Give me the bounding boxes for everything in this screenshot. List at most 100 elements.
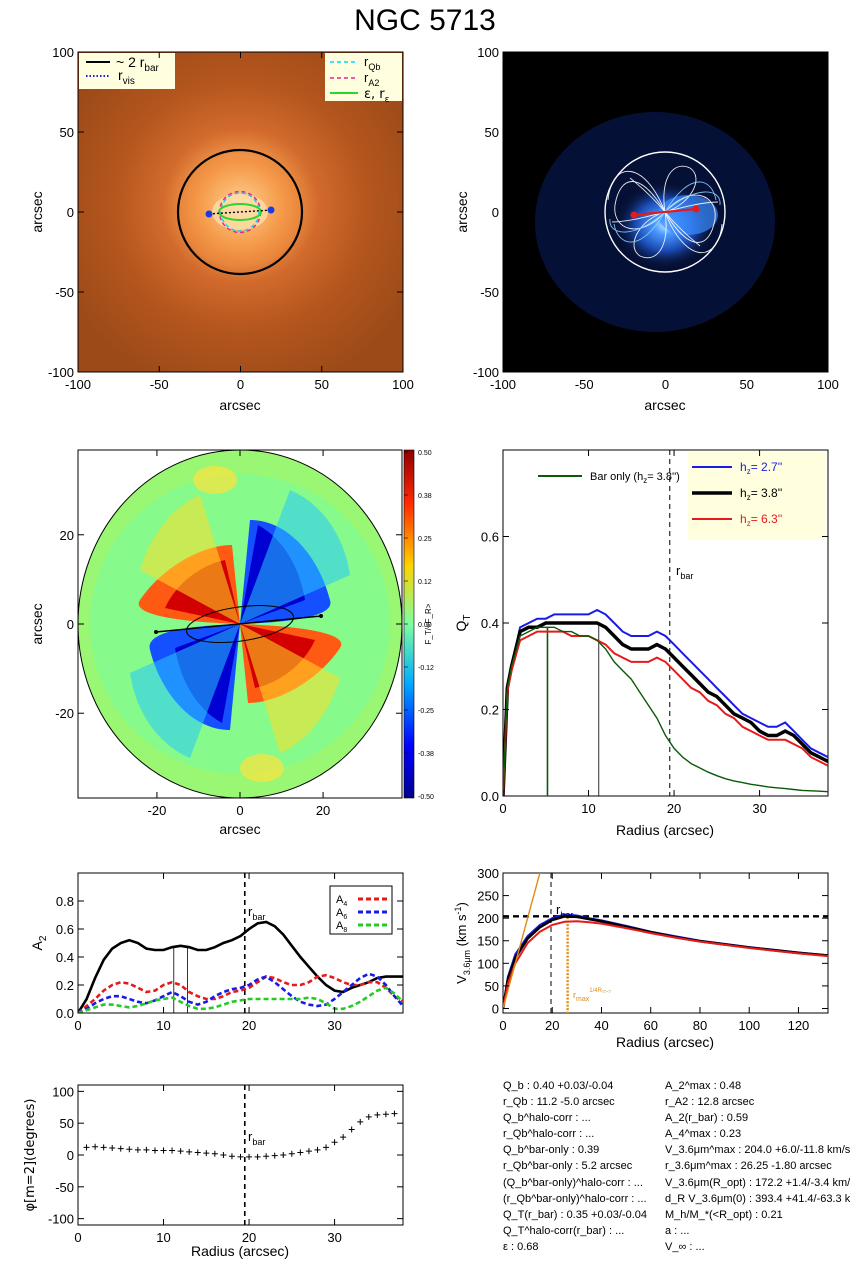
param-qb-halocorr: Q_b^halo-corr : ... (503, 1112, 591, 1125)
y-tick-label: 0 (492, 1001, 499, 1016)
phi-point (126, 1146, 133, 1153)
legend-2rbar-label: ~ 2 rbar (116, 54, 160, 74)
circle-2rbar (176, 148, 304, 276)
qt-panel: hz= 2.7''hz= 3.8''hz= 6.3'' Bar only (hz… (502, 449, 829, 797)
x-tick-label: -100 (65, 377, 91, 392)
phi-point (323, 1144, 330, 1151)
torque-contours (607, 165, 723, 259)
qt-series-1 (503, 621, 828, 796)
phi-point (254, 1153, 261, 1160)
x-tick-label: 0 (499, 1018, 506, 1033)
param-v-ropt: V_3.6μm(R_opt) : 172.2 +1.4/-3.4 km/s (665, 1176, 850, 1189)
colorbar-tick-label: -0.38 (418, 751, 434, 758)
phi-point (365, 1113, 372, 1120)
x-tick-label: 80 (693, 1018, 707, 1033)
phi-point (348, 1126, 355, 1133)
qt-legend-baronly-label: Bar only (hz= 3.8'') (590, 471, 680, 485)
colorbar-ticks: 0.50 0.38 0.25 0.12 0.00 -0.12 -0.25 -0.38 -0.50 (404, 450, 434, 801)
x-tick-label: 0 (237, 377, 244, 392)
y-tick-label: 150 (477, 934, 499, 949)
phi-point (117, 1145, 124, 1152)
image-left-xlabel: arcsec (219, 397, 260, 413)
image-left-ylabel: arcsec (29, 191, 45, 232)
y-tick-label: 0 (492, 205, 499, 220)
param-a4max: A_4^max : 0.23 (665, 1128, 742, 1141)
y-tick-label: 0.4 (56, 950, 74, 965)
a2-rbar-label: rbar (248, 904, 265, 922)
param-qb: Q_b : 0.40 +0.03/-0.04 (503, 1080, 614, 1092)
y-tick-label: 50 (60, 125, 74, 140)
bar-end-left-dot (154, 630, 158, 634)
phi-ylabel: φ[m=2](degrees) (23, 1098, 38, 1211)
param-rmax: r_3.6μm^max : 26.25 -1.80 arcsec (665, 1160, 832, 1173)
a2-legend-a: A (336, 894, 344, 906)
bar-end-right-marker (267, 206, 275, 214)
a2-ylabel: A2 (29, 935, 49, 950)
torque-map-xlabel: arcsec (219, 821, 260, 837)
x-tick-label: 20 (667, 801, 681, 816)
colorbar-tick-label: -0.50 (418, 794, 434, 801)
x-tick-label: 30 (327, 1230, 341, 1245)
phi-point (340, 1134, 347, 1141)
phi-point (271, 1152, 278, 1159)
a2-legend-sub: 8 (343, 927, 347, 934)
param-mh-mstar: M_h/M_*(<R_opt) : 0.21 (665, 1208, 783, 1221)
image-left-axes: -100 -50 0 50 100 -100 -50 0 50 100 (48, 45, 414, 392)
qt-legend-h: h (740, 460, 747, 474)
image-right-xlabel: arcsec (644, 397, 685, 413)
phi-point (305, 1148, 312, 1155)
legend-ra2-label: rA2 (364, 70, 379, 88)
x-tick-label: 10 (156, 1230, 170, 1245)
phi-point (382, 1111, 389, 1118)
x-tick-label: 100 (817, 377, 839, 392)
image-right-ylabel: arcsec (454, 191, 470, 232)
torque-map-ylabel: arcsec (29, 603, 45, 644)
y-tick-label: 0 (67, 1148, 74, 1163)
phi-point (246, 1153, 253, 1160)
y-tick-label: 50 (60, 1116, 74, 1131)
colorbar-tick-label: 0.00 (418, 622, 432, 629)
ellipse-epsilon (218, 203, 262, 221)
bar-major-axis (155, 615, 322, 633)
qt-legend-h: h (740, 512, 747, 526)
param-rqb-baronly: r_Qb^bar-only : 5.2 arcsec (503, 1160, 633, 1173)
qt-series-0 (503, 608, 828, 796)
param-ra2: r_A2 : 12.8 arcsec (665, 1096, 755, 1109)
y-tick-label: -100 (473, 365, 499, 380)
a2-series-1 (78, 973, 403, 1013)
phi-point (288, 1150, 295, 1157)
parameter-column-left: Q_b : 0.40 +0.03/-0.04 r_Qb : 11.2 -5.0 … (503, 1078, 668, 1255)
legend-left-box (79, 53, 175, 89)
phi-point (143, 1146, 150, 1153)
qt-rbar-label: rbar (676, 563, 693, 581)
y-tick-label: 200 (477, 911, 499, 926)
rc-axes: 0 20 40 60 80 100 120 0 50 100 150 200 250 300 (477, 866, 828, 1033)
a2-legend-sub: 6 (343, 914, 347, 921)
y-tick-label: 0 (67, 205, 74, 220)
qt-xlabel: Radius (arcsec) (616, 822, 714, 838)
x-tick-label: 120 (788, 1018, 810, 1033)
qt-series-3 (503, 626, 828, 796)
x-tick-label: 20 (545, 1018, 559, 1033)
phi-point (228, 1153, 235, 1160)
phi-point (331, 1139, 338, 1146)
qt-legend-h: h (740, 486, 747, 500)
figure-title: NGC 5713 (354, 4, 496, 37)
a2-legend-sub: 4 (343, 901, 347, 908)
param-vmax: V_3.6μm^max : 204.0 +6.0/-11.8 km/s (665, 1144, 850, 1157)
x-tick-label: 60 (643, 1018, 657, 1033)
x-tick-label: -100 (490, 377, 516, 392)
y-tick-label: 100 (477, 45, 499, 60)
phi-point (220, 1152, 227, 1158)
y-tick-label: 0.2 (481, 703, 499, 718)
rc-frame (502, 872, 829, 1014)
a2-legend-a: A (336, 920, 344, 932)
y-tick-label: 0.0 (56, 1006, 74, 1021)
y-tick-label: 0.2 (56, 978, 74, 993)
phi-point (169, 1147, 176, 1154)
y-tick-label: 0 (67, 617, 74, 632)
y-tick-label: 0.6 (56, 922, 74, 937)
rc-ylabel: V3.6μm (km s-1) (453, 902, 472, 984)
x-tick-label: -50 (150, 377, 169, 392)
y-tick-label: 50 (485, 979, 499, 994)
